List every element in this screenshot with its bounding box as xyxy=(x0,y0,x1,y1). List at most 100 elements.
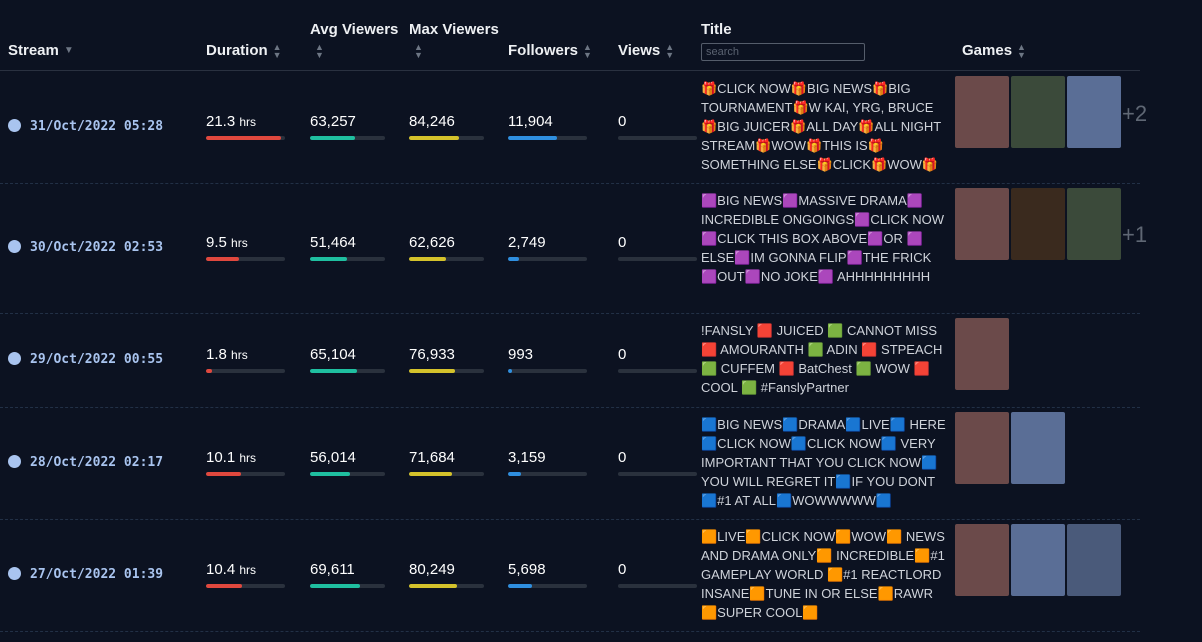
stream-title: 🟦BIG NEWS🟦DRAMA🟦LIVE🟦 HERE🟦CLICK NOW🟦CLI… xyxy=(701,417,946,508)
label: Duration xyxy=(206,42,268,59)
game-thumbnail[interactable] xyxy=(1067,188,1121,260)
stream-date[interactable]: 27/Oct/2022 01:39 xyxy=(8,567,163,582)
value: 71,684 xyxy=(409,449,455,466)
duration-header[interactable]: Duration ▲ ▼ xyxy=(206,42,282,61)
value: 11,904 xyxy=(508,113,553,130)
bar xyxy=(310,584,360,588)
avg_viewers-value: 69,611 xyxy=(310,561,355,578)
game-thumbnail[interactable] xyxy=(1011,524,1065,596)
stream-title: 🎁CLICK NOW🎁BIG NEWS🎁BIG TOURNAMENT🎁W KAI… xyxy=(701,81,942,172)
stream-title: 🟧LIVE🟧CLICK NOW🟧WOW🟧 NEWS AND DRAMA ONLY… xyxy=(701,529,945,620)
duration-value: 9.5 hrs xyxy=(206,234,248,251)
value: 65,104 xyxy=(310,346,356,363)
stream-header[interactable]: Stream ▼ xyxy=(8,42,74,59)
bar-track xyxy=(409,472,484,476)
table-row: 31/Oct/2022 05:28 21.3 hrs 63,257 84,246 11,… xyxy=(0,71,1147,184)
bar xyxy=(508,472,522,476)
stream-title: 🟪BIG NEWS🟪MASSIVE DRAMA🟪 INCREDIBLE ONGO… xyxy=(701,193,944,284)
value: 9.5 xyxy=(206,234,227,251)
game-thumbnail[interactable] xyxy=(1067,524,1121,596)
stream-date[interactable]: 29/Oct/2022 00:55 xyxy=(8,352,163,367)
bar-track xyxy=(409,584,484,588)
bar-track xyxy=(508,584,587,588)
avg-header[interactable]: Avg Viewers▲ ▼ xyxy=(310,21,399,61)
bar xyxy=(310,369,357,373)
bar xyxy=(409,472,452,476)
bar-track xyxy=(409,369,484,373)
duration-value: 10.1 hrs xyxy=(206,449,256,466)
bar-track xyxy=(409,257,484,261)
max-header[interactable]: Max Viewers▲ ▼ xyxy=(409,21,499,61)
followers-value: 11,904 xyxy=(508,113,553,130)
bar-track xyxy=(508,369,587,373)
stream-date[interactable]: 31/Oct/2022 05:28 xyxy=(8,119,163,134)
value: 62,626 xyxy=(409,234,455,251)
value: 0 xyxy=(618,234,627,251)
followers-header[interactable]: Followers ▲ ▼ xyxy=(508,42,592,61)
duration-value: 1.8 hrs xyxy=(206,346,248,363)
value: 993 xyxy=(508,346,534,363)
bar xyxy=(508,257,520,261)
unit: hrs xyxy=(239,451,257,465)
max_viewers-value: 76,933 xyxy=(409,346,455,363)
bar xyxy=(206,136,281,140)
table-row: 29/Oct/2022 00:55 1.8 hrs 65,104 76,933 993 0… xyxy=(0,313,1140,408)
bar xyxy=(508,136,558,140)
games-header[interactable]: Games ▲ ▼ xyxy=(962,42,1026,61)
game-thumbnail[interactable] xyxy=(1011,188,1065,260)
bar xyxy=(310,257,347,261)
game-thumbnail[interactable] xyxy=(1011,412,1065,484)
bar-track xyxy=(310,584,385,588)
bar-track xyxy=(206,472,285,476)
bar-track xyxy=(206,584,285,588)
game-thumbnail[interactable] xyxy=(1067,76,1121,148)
views-value: 0 xyxy=(618,449,626,466)
bar xyxy=(310,136,356,140)
views-value: 0 xyxy=(618,113,626,130)
views-value: 0 xyxy=(618,561,626,578)
more-games: +2 xyxy=(1122,101,1148,126)
bar-track xyxy=(206,369,285,373)
game-thumbnail[interactable] xyxy=(955,188,1009,260)
game-thumbnail[interactable] xyxy=(955,318,1009,390)
avg_viewers-value: 63,257 xyxy=(310,113,356,130)
views-header[interactable]: Views ▲ ▼ xyxy=(618,42,675,61)
duration-value: 10.4 hrs xyxy=(206,561,256,578)
game-thumbnail[interactable] xyxy=(955,76,1009,148)
table-row: 28/Oct/2022 02:17 10.1 hrs 56,014 71,684 3,1… xyxy=(0,407,1140,520)
avg_viewers-value: 51,464 xyxy=(310,234,356,251)
table-row: 27/Oct/2022 01:39 10.4 hrs 69,611 80,249 5,6… xyxy=(0,519,1140,632)
more-games: +1 xyxy=(1122,222,1148,247)
bar-track xyxy=(310,369,385,373)
game-thumbnail[interactable] xyxy=(955,524,1009,596)
followers-value: 3,159 xyxy=(508,449,546,466)
bar xyxy=(409,257,447,261)
duration-value: 21.3 hrs xyxy=(206,113,256,130)
bar xyxy=(508,584,532,588)
value: 51,464 xyxy=(310,234,356,251)
game-thumbnail[interactable] xyxy=(955,412,1009,484)
game-thumbnail[interactable] xyxy=(1011,76,1065,148)
value: 80,249 xyxy=(409,561,455,578)
stream-date[interactable]: 28/Oct/2022 02:17 xyxy=(8,455,163,470)
max_viewers-value: 71,684 xyxy=(409,449,455,466)
views-value: 0 xyxy=(618,234,626,251)
label: Views xyxy=(618,42,661,59)
bar-track xyxy=(508,136,587,140)
bar-track xyxy=(618,584,697,588)
bar-track xyxy=(618,136,697,140)
bar xyxy=(409,584,457,588)
value: 76,933 xyxy=(409,346,455,363)
stream-date[interactable]: 30/Oct/2022 02:53 xyxy=(8,240,163,255)
value: 10.4 xyxy=(206,561,236,578)
bar xyxy=(409,136,459,140)
max_viewers-value: 80,249 xyxy=(409,561,455,578)
label: Avg Viewers xyxy=(310,21,399,38)
value: 0 xyxy=(618,113,627,130)
table-row: 30/Oct/2022 02:53 9.5 hrs 51,464 62,626 2,74… xyxy=(0,183,1147,314)
bar xyxy=(206,472,242,476)
bar-track xyxy=(618,472,697,476)
value: 10.1 xyxy=(206,449,236,466)
search-box[interactable]: search xyxy=(701,43,865,61)
avg_viewers-value: 56,014 xyxy=(310,449,356,466)
